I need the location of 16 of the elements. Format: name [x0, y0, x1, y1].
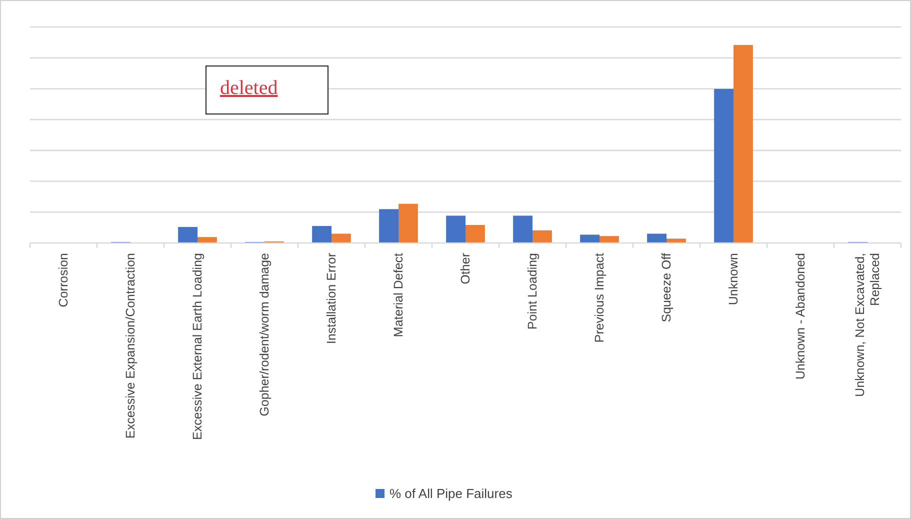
x-tick-label: Gopher/rodent/worm damage	[258, 252, 272, 416]
x-tick-label: Unknown - Abandoned	[794, 252, 808, 380]
x-tick-label: Installation Error	[324, 253, 338, 344]
x-tick-label: Unknown, Not Excavated, Replaced	[853, 252, 882, 397]
x-tick-label: Other	[458, 253, 472, 284]
x-tick-label: Corrosion	[56, 252, 70, 308]
annotation: deleted	[220, 77, 278, 99]
x-tick-label: Unknown	[726, 252, 740, 306]
x-tick-label: Point Loading	[526, 252, 540, 330]
x-tick-label: Material Defect	[392, 252, 406, 338]
text-box: deleted	[206, 66, 328, 114]
x-tick-label: Squeeze Off	[660, 252, 674, 322]
x-tick-label: Excessive Expansion/Contraction	[124, 252, 138, 439]
x-tick-label: Previous Impact	[592, 252, 606, 343]
x-tick-label: Excessive External Earth Loading	[190, 252, 204, 440]
legend-label: % of All Pipe Failures	[390, 486, 513, 501]
